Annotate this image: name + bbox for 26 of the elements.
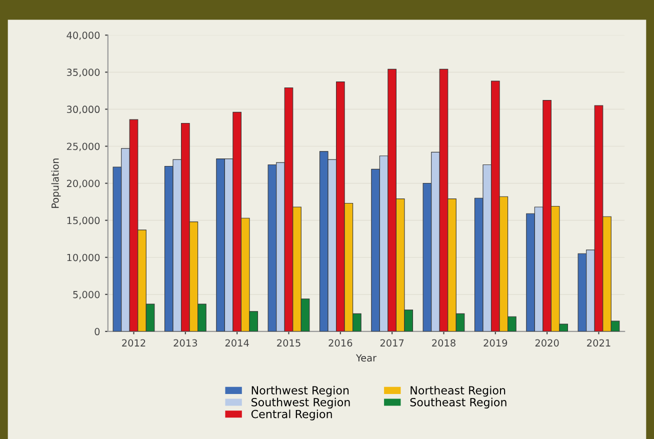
y-tick-label: 15,000 — [67, 216, 100, 226]
x-tick-label: 2021 — [587, 339, 610, 347]
y-tick-label: 10,000 — [67, 254, 100, 262]
y-tick-label: 30,000 — [66, 106, 100, 114]
x-tick-label: 2017 — [380, 339, 404, 347]
y-tick-label: 20,000 — [66, 180, 100, 188]
y-axis-title: Population — [51, 158, 61, 208]
x-tick-label: 2016 — [328, 339, 352, 347]
y-tick-label: 0 — [94, 328, 100, 336]
x-tick-label: 2012 — [122, 339, 146, 347]
x-tick-label: 2020 — [535, 339, 559, 347]
legend-label: Southwest Region — [252, 398, 350, 409]
legend-label: Central Region — [251, 410, 332, 420]
x-axis-title: Year — [356, 354, 377, 362]
y-tick-label: 25,000 — [66, 142, 100, 152]
y-tick-label: 40,000 — [66, 32, 100, 40]
legend-label: Southeast Region — [410, 398, 506, 409]
x-tick-label: 2018 — [432, 339, 456, 347]
y-tick-label: 35,000 — [66, 68, 100, 77]
x-tick-label: 2019 — [484, 339, 508, 347]
x-tick-label: 2014 — [225, 339, 249, 347]
x-tick-label: 2013 — [174, 339, 197, 347]
legend-label: Northeast Region — [410, 386, 506, 397]
legend-label: Northwest Region — [252, 386, 349, 397]
x-tick-label: 2015 — [277, 339, 300, 347]
y-tick-label: 5,000 — [73, 290, 100, 300]
